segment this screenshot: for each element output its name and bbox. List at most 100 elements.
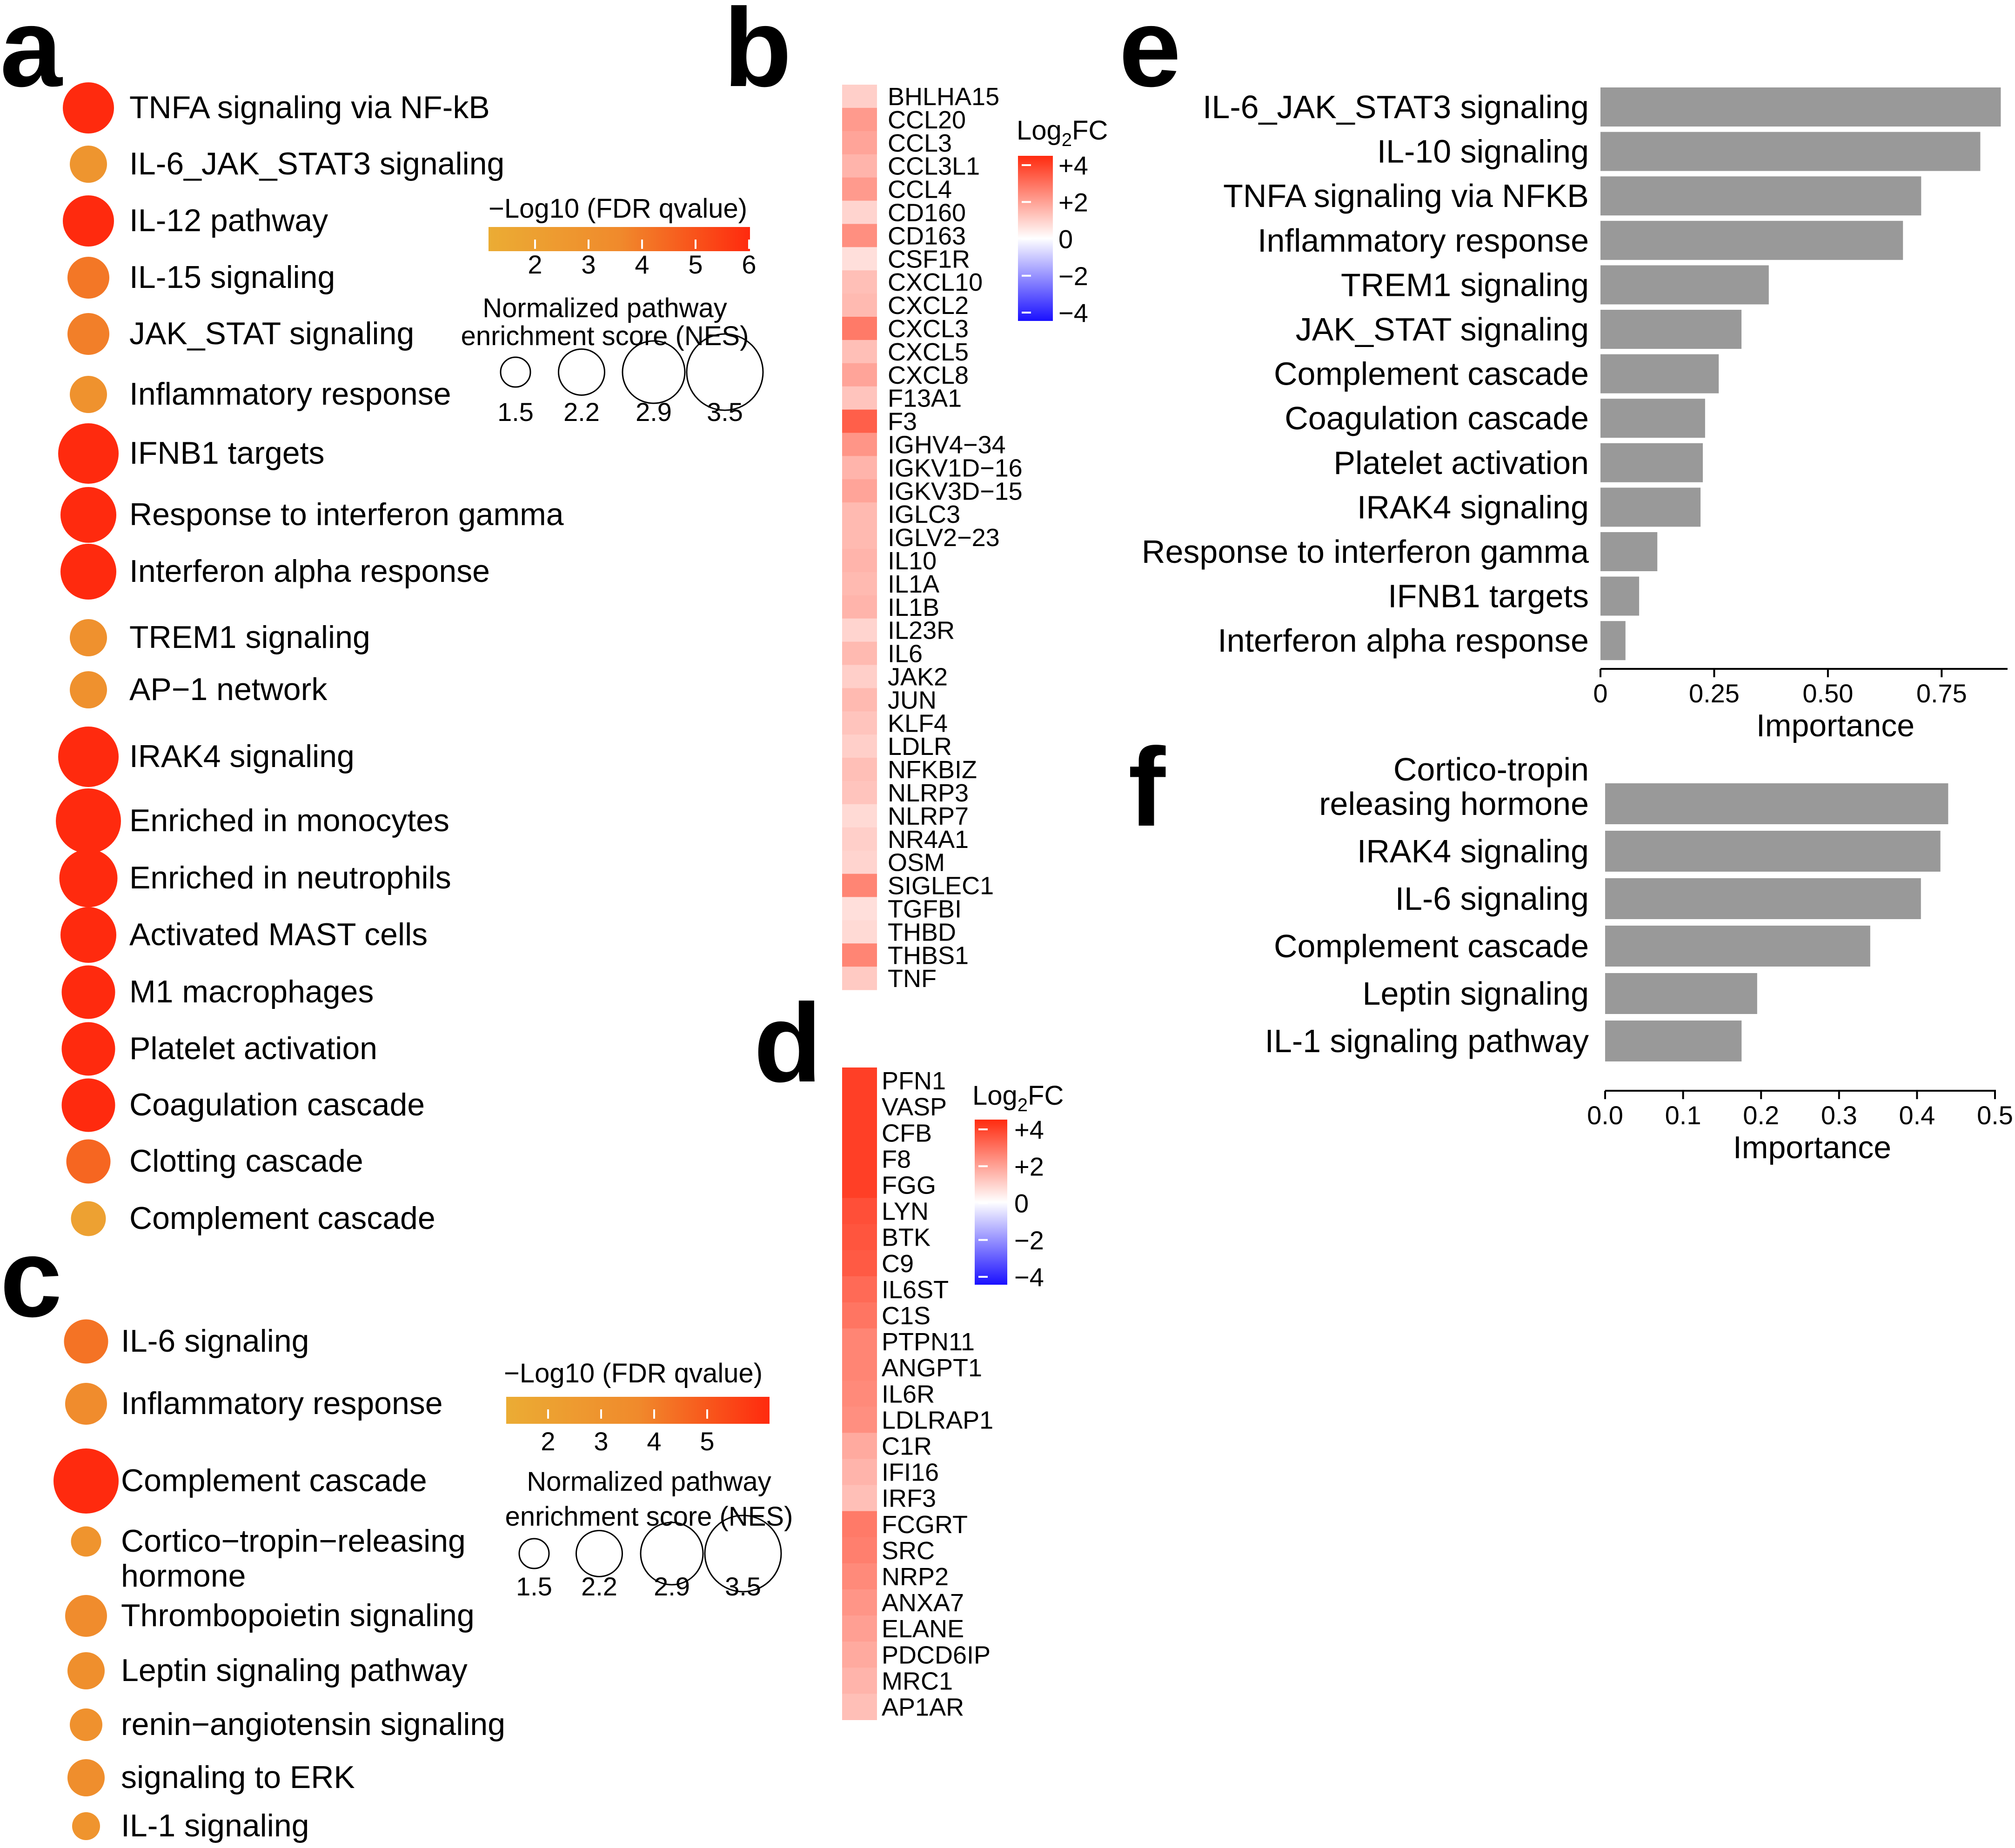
pathway-label: Inflammatory response (121, 1386, 443, 1421)
pathway-dot (67, 257, 109, 299)
nes-legend-title-line2: enrichment score (NES) (505, 1501, 793, 1532)
gene-label: F13A1 (888, 385, 962, 413)
heatmap-cell (842, 1459, 877, 1486)
panel-label-a: a (0, 0, 63, 110)
fdr-colorbar-ticks: 2 3 4 5 6 (528, 240, 756, 279)
pathway-dot (66, 1139, 111, 1184)
pathway-dot (56, 788, 121, 854)
panel-c-dot-plot: IL-6 signaling Inflammatory response Compl… (54, 1319, 505, 1843)
importance-bar (1605, 878, 1921, 919)
bar-category-label: Coagulation cascade (1285, 400, 1589, 436)
x-tick-label: 0.1 (1665, 1101, 1701, 1130)
pathway-label: Platelet activation (129, 1031, 377, 1066)
gene-label: PDCD6IP (882, 1641, 991, 1669)
heatmap-cell (842, 665, 877, 688)
heatmap-cell (842, 1146, 877, 1172)
pathway-label: IL-15 signaling (129, 260, 335, 295)
panel-a-dot-plot: TNFA signaling via NF-kB IL-6_JAK_STAT3 s… (56, 82, 564, 1236)
panel-c-nes-legend: Normalized pathway enrichment score (NES… (505, 1467, 793, 1601)
heatmap-cell (842, 618, 877, 642)
heatmap-cell (842, 804, 877, 828)
bar-category-label: Leptin signaling (1363, 975, 1589, 1012)
heatmap-cell (842, 781, 877, 805)
fdr-tick-label: 2 (528, 250, 542, 279)
heatmap-cell (842, 1302, 877, 1329)
gene-label: CCL3 (888, 129, 952, 157)
heatmap-cell (842, 107, 877, 132)
panel-b-heatmap: BHLHA15CCL20CCL3CCL3L1CCL4CD160CD163CSF1… (842, 83, 1023, 993)
panel-a-fdr-legend: −Log10 (FDR qvalue) 2 3 4 5 6 (489, 193, 756, 279)
importance-bar (1600, 399, 1705, 438)
heatmap-cell (842, 247, 877, 271)
nes-legend-circle (558, 348, 605, 396)
gene-label: IFI16 (882, 1459, 939, 1487)
gene-label: NLRP3 (888, 779, 969, 807)
importance-bar (1600, 132, 1981, 171)
x-tick-label: 0.0 (1587, 1101, 1623, 1130)
gene-label: LDLR (888, 733, 952, 761)
gene-label: C1R (882, 1432, 932, 1460)
bar-category-label: Complement cascade (1274, 356, 1589, 392)
gene-label: IL1A (888, 570, 939, 598)
pathway-label: IL-12 pathway (129, 203, 328, 238)
gene-label: SIGLEC1 (888, 872, 994, 900)
importance-bar (1605, 783, 1948, 824)
bar-category-label: IL-10 signaling (1377, 133, 1589, 170)
nes-size-legend: 1.5 2.2 2.9 3.5 (516, 1514, 782, 1601)
panel-e-bar-chart: IL-6_JAK_STAT3 signaling IL-10 signaling T… (1142, 87, 2008, 743)
pathway-dot (58, 423, 119, 484)
x-axis-title: Importance (1756, 708, 1915, 743)
importance-bar (1600, 176, 1921, 216)
pathway-label: TREM1 signaling (129, 620, 370, 655)
panel-c-fdr-legend: −Log10 (FDR qvalue) 2 3 4 5 (504, 1358, 770, 1456)
heatmap-cell (842, 874, 877, 897)
pathway-label: JAK_STAT signaling (129, 316, 414, 351)
gene-label: IRF3 (882, 1485, 936, 1513)
fc-tick-label: −2 (1014, 1226, 1044, 1255)
pathway-label: IRAK4 signaling (129, 739, 355, 774)
pathway-label: Thrombopoietin signaling (121, 1598, 475, 1633)
pathway-label: Cortico−tropin−releasing (121, 1523, 466, 1559)
pathway-label-line2: hormone (121, 1558, 246, 1594)
pathway-label: renin−angiotensin signaling (121, 1707, 505, 1742)
bar-category-label: Interferon alpha response (1218, 622, 1589, 659)
importance-bar (1600, 621, 1626, 660)
pathway-label: Coagulation cascade (129, 1087, 425, 1122)
pathway-label: IL-1 signaling (121, 1808, 309, 1843)
x-tick-label: 0.4 (1899, 1101, 1935, 1130)
fdr-tick-label: 4 (647, 1427, 661, 1456)
pathway-dot (59, 849, 118, 907)
fc-tick-label: +4 (1014, 1115, 1044, 1144)
gene-label: CXCL3 (888, 315, 969, 343)
nes-legend-title-line1: Normalized pathway (527, 1467, 771, 1497)
gene-label: IL6 (888, 640, 923, 668)
gene-label: CD163 (888, 222, 966, 250)
fdr-legend-title: −Log10 (FDR qvalue) (504, 1358, 763, 1388)
heatmap-cell (842, 920, 877, 944)
gene-label: CXCL5 (888, 338, 969, 366)
gene-label: OSM (888, 849, 945, 877)
pathway-dot (61, 965, 115, 1019)
fdr-tick-label: 5 (688, 250, 703, 279)
importance-bar (1600, 576, 1640, 616)
pathway-dot (60, 487, 116, 543)
gene-label: FCGRT (882, 1511, 968, 1539)
gene-label: CD160 (888, 199, 966, 227)
importance-bar (1605, 831, 1941, 872)
bar-category-label: Platelet activation (1333, 445, 1589, 481)
pathway-label: Complement cascade (121, 1463, 427, 1498)
fc-tick-label: −4 (1058, 298, 1088, 327)
heatmap-cell (842, 967, 877, 990)
gene-label: C1S (882, 1302, 931, 1330)
pathway-dot (61, 1022, 115, 1076)
pathway-dot (60, 907, 116, 963)
heatmap-cell (842, 363, 877, 387)
nes-legend-title-line2: enrichment score (NES) (461, 321, 749, 351)
gene-label: IGLC3 (888, 500, 960, 528)
gene-label: CXCL2 (888, 292, 969, 320)
bar-category-label: releasing hormone (1319, 786, 1589, 822)
bar-category-label: Inflammatory response (1258, 222, 1589, 259)
importance-bar (1600, 443, 1703, 482)
heatmap-cell (842, 1198, 877, 1225)
